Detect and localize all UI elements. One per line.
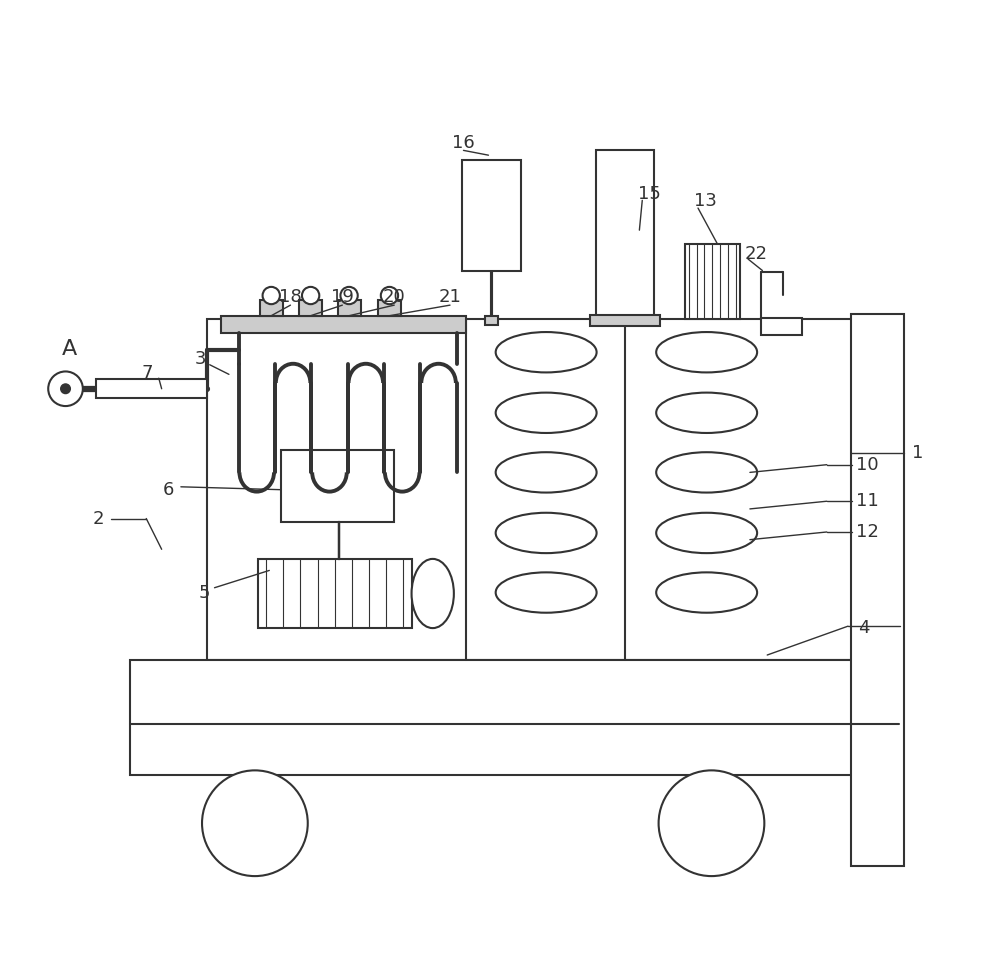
- Text: 5: 5: [198, 583, 210, 602]
- Bar: [130, 659, 899, 775]
- Text: A: A: [62, 339, 77, 360]
- Bar: [590, 315, 660, 326]
- Ellipse shape: [656, 573, 757, 613]
- Bar: [96, 379, 207, 398]
- Circle shape: [659, 770, 764, 876]
- Circle shape: [202, 770, 308, 876]
- Text: 19: 19: [331, 288, 354, 307]
- Bar: [485, 315, 498, 325]
- Text: 7: 7: [141, 364, 153, 383]
- Bar: [378, 301, 401, 315]
- Text: 2: 2: [92, 510, 104, 527]
- Ellipse shape: [496, 513, 597, 553]
- Text: 20: 20: [383, 288, 406, 307]
- Bar: [221, 315, 466, 333]
- Text: 1: 1: [912, 444, 924, 462]
- Ellipse shape: [496, 573, 597, 613]
- Bar: [260, 301, 283, 315]
- Bar: [462, 160, 521, 271]
- Ellipse shape: [656, 332, 757, 372]
- Circle shape: [302, 287, 319, 305]
- Bar: [851, 314, 904, 867]
- Ellipse shape: [496, 452, 597, 493]
- Ellipse shape: [496, 392, 597, 433]
- Ellipse shape: [496, 332, 597, 372]
- Circle shape: [263, 287, 280, 305]
- Circle shape: [61, 384, 70, 393]
- Text: 21: 21: [439, 288, 461, 307]
- Text: 6: 6: [163, 481, 174, 498]
- Bar: [281, 450, 394, 522]
- Text: 10: 10: [856, 456, 878, 473]
- Ellipse shape: [656, 392, 757, 433]
- Text: 12: 12: [856, 523, 879, 541]
- Ellipse shape: [656, 452, 757, 493]
- Text: 22: 22: [744, 245, 767, 263]
- Circle shape: [381, 287, 398, 305]
- Text: 3: 3: [194, 350, 206, 368]
- Text: 15: 15: [638, 185, 660, 202]
- Bar: [338, 301, 361, 315]
- Text: 4: 4: [858, 619, 869, 637]
- Text: 13: 13: [694, 193, 717, 210]
- Text: 18: 18: [279, 288, 302, 307]
- Text: 11: 11: [856, 493, 879, 510]
- Ellipse shape: [412, 559, 454, 629]
- Bar: [258, 559, 412, 629]
- Bar: [685, 244, 740, 318]
- Bar: [596, 150, 654, 318]
- Bar: [761, 317, 802, 335]
- Circle shape: [48, 371, 83, 406]
- Text: 16: 16: [452, 134, 475, 151]
- Circle shape: [340, 287, 358, 305]
- Bar: [299, 301, 322, 315]
- Bar: [207, 318, 865, 659]
- Ellipse shape: [656, 513, 757, 553]
